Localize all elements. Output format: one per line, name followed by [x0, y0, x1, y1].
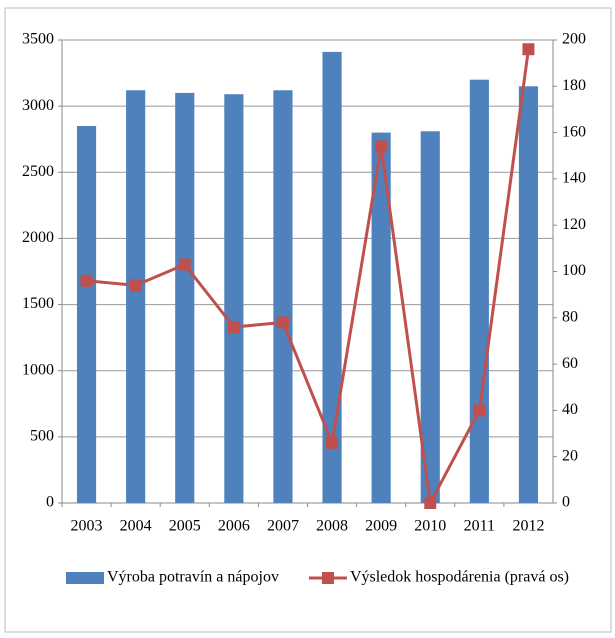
y2-tick-label: 160: [562, 123, 586, 140]
legend-label: Výsledok hospodárenia (pravá os): [350, 569, 569, 586]
bar: [420, 131, 440, 503]
bar: [371, 132, 391, 503]
line-series: [86, 49, 530, 508]
y-tick-label: 500: [30, 428, 54, 445]
y2-tick-label: 180: [562, 77, 586, 94]
line-marker: [129, 279, 142, 292]
y2-tick-label: 100: [562, 262, 586, 279]
bar: [322, 51, 342, 504]
bar: [126, 90, 146, 504]
x-tick-label: 2006: [218, 518, 250, 535]
x-tick-label: 2012: [512, 518, 544, 535]
bar: [273, 90, 293, 504]
line-marker: [326, 436, 339, 449]
bar: [224, 94, 244, 503]
line-marker: [178, 258, 191, 271]
y2-tick-label: 0: [562, 494, 570, 511]
line-marker: [522, 43, 535, 56]
legend-label: Výroba potravín a nápojov: [107, 569, 279, 586]
y-tick-label: 1500: [22, 295, 54, 312]
y-tick-label: 2000: [22, 229, 54, 246]
bar: [76, 125, 97, 503]
x-tick-label: 2009: [365, 518, 397, 535]
line-marker: [424, 497, 437, 509]
legend-swatch: [321, 572, 334, 584]
x-tick-label: 2008: [316, 518, 348, 535]
y2-tick-label: 40: [562, 401, 578, 418]
y-tick-label: 2500: [22, 163, 54, 180]
x-tick-label: 2003: [71, 518, 103, 535]
y-tick-label: 3500: [22, 31, 54, 48]
y2-tick-label: 80: [562, 308, 578, 325]
y2-tick-label: 200: [562, 31, 586, 48]
y2-tick-label: 60: [562, 355, 578, 372]
line-marker: [473, 404, 486, 417]
bar: [469, 79, 489, 503]
x-tick-label: 2007: [267, 518, 299, 535]
line-marker: [276, 316, 289, 329]
line-marker: [80, 274, 93, 287]
y2-tick-label: 120: [562, 216, 586, 233]
line-marker: [227, 321, 240, 334]
x-tick-label: 2005: [169, 518, 201, 535]
x-tick-label: 2004: [120, 518, 152, 535]
y-tick-label: 0: [46, 494, 54, 511]
bar: [518, 86, 539, 504]
x-tick-label: 2010: [414, 518, 446, 535]
y2-tick-label: 20: [562, 447, 578, 464]
legend-swatch: [66, 572, 104, 584]
x-tick-label: 2011: [464, 518, 495, 535]
chart-frame: [4, 7, 612, 633]
y2-tick-label: 140: [562, 170, 586, 187]
bar: [175, 92, 195, 504]
y-tick-label: 3000: [22, 97, 54, 114]
line-marker: [375, 140, 388, 153]
y-tick-label: 1000: [22, 361, 54, 378]
